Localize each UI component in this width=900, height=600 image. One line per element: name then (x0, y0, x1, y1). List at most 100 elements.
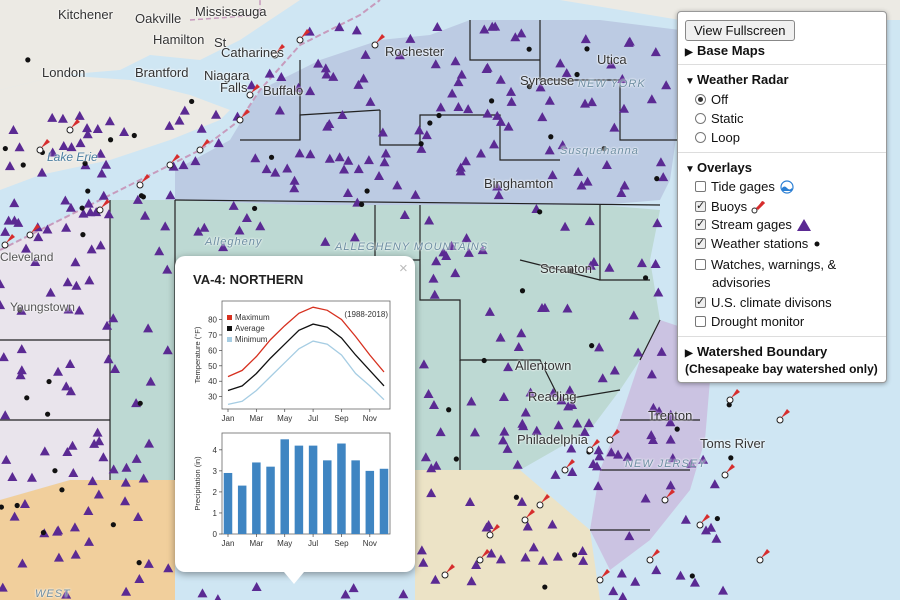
stream-gage-marker[interactable] (94, 436, 105, 446)
stream-gage-marker[interactable] (70, 257, 81, 267)
weather-station-marker[interactable] (453, 456, 459, 462)
stream-gage-marker[interactable] (564, 385, 575, 395)
stream-gage-marker[interactable] (582, 176, 593, 186)
weather-station-marker[interactable] (537, 209, 543, 215)
stream-gage-marker[interactable] (424, 215, 435, 225)
stream-gage-marker[interactable] (456, 69, 467, 79)
stream-gage-marker[interactable] (98, 452, 109, 462)
stream-gage-marker[interactable] (179, 105, 190, 115)
stream-gage-marker[interactable] (435, 427, 446, 437)
stream-gage-marker[interactable] (522, 521, 533, 531)
stream-gage-marker[interactable] (516, 328, 527, 338)
stream-gage-marker[interactable] (67, 440, 78, 450)
weather-station-marker[interactable] (359, 201, 365, 208)
stream-gage-marker[interactable] (87, 476, 98, 486)
stream-gage-marker[interactable] (74, 305, 85, 315)
stream-gage-marker[interactable] (63, 304, 74, 314)
stream-gage-marker[interactable] (69, 522, 80, 532)
stream-gage-marker[interactable] (234, 225, 245, 235)
stream-gage-marker[interactable] (461, 233, 472, 243)
stream-gage-marker[interactable] (414, 125, 425, 135)
stream-gage-marker[interactable] (133, 512, 144, 522)
weather-station-marker[interactable] (489, 98, 495, 104)
stream-gage-marker[interactable] (646, 430, 657, 440)
stream-gage-marker[interactable] (577, 545, 588, 555)
stream-gage-marker[interactable] (65, 202, 76, 212)
stream-gage-marker[interactable] (334, 152, 345, 162)
stream-gage-marker[interactable] (343, 155, 354, 165)
stream-gage-marker[interactable] (92, 124, 103, 134)
stream-gage-marker[interactable] (320, 63, 331, 73)
stream-gage-marker[interactable] (499, 426, 510, 436)
stream-gage-marker[interactable] (17, 558, 28, 568)
stream-gage-marker[interactable] (609, 122, 620, 132)
stream-gage-marker[interactable] (718, 585, 729, 595)
stream-gage-marker[interactable] (648, 435, 659, 445)
weather-station-marker[interactable] (46, 378, 52, 385)
stream-gage-marker[interactable] (1, 454, 12, 464)
stream-gage-marker[interactable] (640, 493, 651, 503)
weather-station-marker[interactable] (52, 468, 58, 474)
stream-gage-marker[interactable] (418, 557, 429, 567)
stream-gage-marker[interactable] (661, 80, 672, 90)
stream-gage-marker[interactable] (431, 460, 442, 470)
stream-gage-marker[interactable] (101, 159, 112, 169)
stream-gage-marker[interactable] (453, 77, 464, 87)
stream-gage-marker[interactable] (516, 28, 527, 38)
stream-gage-marker[interactable] (95, 240, 106, 250)
stream-gage-marker[interactable] (0, 300, 6, 310)
stream-gage-marker[interactable] (349, 232, 360, 242)
stream-gage-marker[interactable] (65, 358, 76, 368)
stream-gage-marker[interactable] (0, 352, 9, 362)
buoy-marker[interactable] (486, 524, 500, 539)
stream-gage-marker[interactable] (144, 438, 155, 448)
stream-gage-marker[interactable] (8, 125, 19, 135)
stream-gage-marker[interactable] (339, 164, 350, 174)
stream-gage-marker[interactable] (502, 443, 513, 453)
stream-gage-marker[interactable] (520, 552, 531, 562)
base-maps-toggle[interactable]: ▶ Base Maps (685, 43, 765, 58)
stream-gage-marker[interactable] (103, 354, 114, 364)
stream-gage-marker[interactable] (305, 149, 316, 159)
weather-station-marker[interactable] (138, 193, 145, 199)
weather-radar-toggle[interactable]: ▼ Weather Radar (685, 72, 789, 87)
stream-gage-marker[interactable] (576, 180, 587, 190)
stream-gage-marker[interactable] (71, 280, 82, 290)
stream-gage-marker[interactable] (475, 148, 486, 158)
stream-gage-marker[interactable] (606, 447, 617, 457)
stream-gage-marker[interactable] (0, 410, 11, 420)
stream-gage-marker[interactable] (61, 589, 72, 599)
weather-station-marker[interactable] (107, 137, 114, 143)
stream-gage-marker[interactable] (30, 257, 41, 267)
stream-gage-marker[interactable] (655, 157, 666, 167)
stream-gage-marker[interactable] (622, 451, 633, 461)
stream-gage-marker[interactable] (650, 47, 661, 57)
stream-gage-marker[interactable] (39, 446, 50, 456)
stream-gage-marker[interactable] (353, 79, 364, 89)
weather-station-marker[interactable] (59, 487, 65, 493)
weather-station-marker[interactable] (131, 132, 137, 139)
stream-gage-marker[interactable] (482, 62, 493, 72)
stream-gage-marker[interactable] (162, 345, 173, 355)
stream-gage-marker[interactable] (379, 157, 390, 167)
stream-gage-marker[interactable] (120, 477, 131, 487)
stream-gage-marker[interactable] (228, 200, 239, 210)
stream-gage-marker[interactable] (16, 344, 27, 354)
buoy-marker[interactable] (476, 549, 490, 564)
stream-gage-marker[interactable] (498, 435, 509, 445)
stream-gage-marker[interactable] (199, 222, 210, 232)
stream-gage-marker[interactable] (140, 210, 151, 220)
stream-gage-marker[interactable] (482, 108, 493, 118)
stream-gage-marker[interactable] (399, 209, 410, 219)
stream-gage-marker[interactable] (593, 445, 604, 455)
stream-gage-marker[interactable] (428, 400, 439, 410)
stream-gage-marker[interactable] (665, 480, 676, 490)
stream-gage-marker[interactable] (492, 181, 503, 191)
stream-gage-marker[interactable] (594, 342, 605, 352)
stream-gage-marker[interactable] (503, 121, 514, 131)
stream-gage-marker[interactable] (53, 552, 64, 562)
stream-gage-marker[interactable] (566, 443, 577, 453)
stream-gage-marker[interactable] (89, 438, 100, 448)
buoy-marker[interactable] (371, 34, 385, 49)
stream-gage-marker[interactable] (334, 22, 345, 32)
